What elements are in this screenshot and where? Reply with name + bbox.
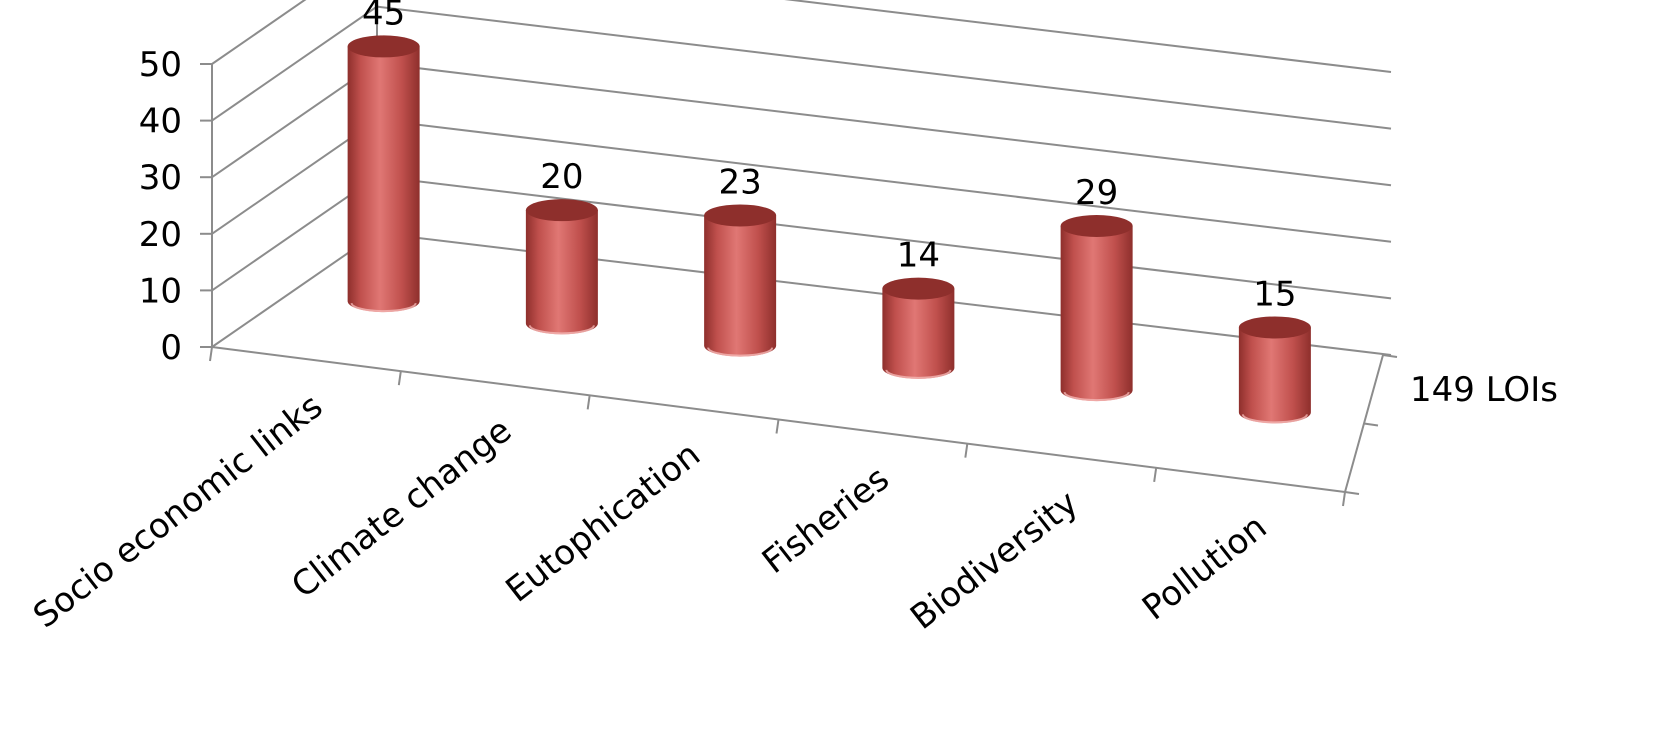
data-label: 23: [718, 162, 761, 202]
x-tick-mark: [1154, 468, 1156, 482]
bar-top: [1061, 215, 1133, 237]
y-tick-label: 50: [139, 45, 182, 85]
data-label: 14: [897, 236, 940, 276]
y-tick-labels: 0 10 20 30 40 50: [139, 45, 182, 368]
x-tick-label: Climate change: [284, 410, 519, 606]
data-label: 20: [540, 157, 583, 197]
bar: [882, 278, 954, 379]
x-tick-mark: [210, 347, 212, 361]
x-tick-label: Biodiversity: [903, 483, 1085, 638]
axes: [210, 347, 1397, 506]
x-tick-label: Eutophication: [499, 435, 708, 611]
bar-top: [1239, 316, 1311, 338]
bar-body: [526, 210, 598, 334]
x-tick-label: Pollution: [1135, 507, 1274, 628]
bar-top: [882, 278, 954, 300]
series-axis-tick: [1383, 355, 1397, 357]
series-axis-label: 149 LOIs: [1410, 370, 1558, 410]
y-tick-label: 0: [160, 328, 182, 368]
data-label: 45: [362, 0, 405, 33]
bar-top: [348, 35, 420, 57]
x-tick-mark: [1343, 492, 1345, 506]
bar: [1239, 316, 1311, 423]
bar: [704, 204, 776, 356]
bars: [348, 35, 1311, 423]
y-tick-label: 40: [139, 102, 182, 142]
bar: [348, 35, 420, 312]
bar-body: [348, 46, 420, 312]
x-tick-label: Fisheries: [755, 459, 897, 582]
bar-body: [882, 289, 954, 379]
data-label: 15: [1253, 274, 1296, 314]
x-tick-mark: [399, 371, 401, 385]
series-axis-tick: [1345, 492, 1359, 494]
data-label: 29: [1075, 173, 1118, 213]
x-tick-label: Socio economic links: [26, 386, 330, 636]
bar-body: [704, 215, 776, 356]
bar: [1061, 215, 1133, 401]
y-tick-label: 20: [139, 215, 182, 255]
y-tick-label: 10: [139, 271, 182, 311]
x-tick-mark: [777, 420, 779, 434]
series-axis-tick: [1364, 424, 1378, 426]
x-tick-mark: [588, 395, 590, 409]
bar-top: [704, 204, 776, 226]
x-tick-mark: [965, 444, 967, 458]
bar: [526, 199, 598, 334]
y-tick-label: 30: [139, 158, 182, 198]
bar-body: [1061, 226, 1133, 401]
bar-body: [1239, 327, 1311, 423]
bar-top: [526, 199, 598, 221]
